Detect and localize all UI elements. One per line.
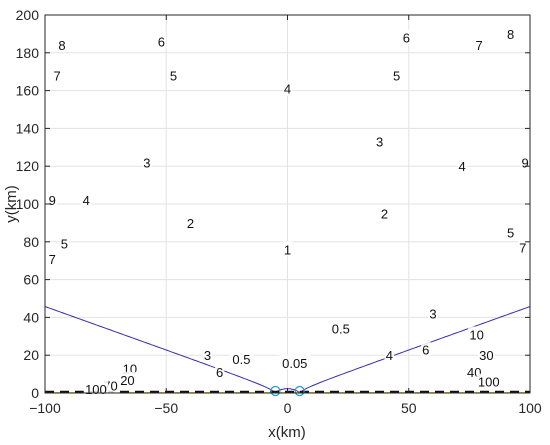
- contour-label: 4: [386, 348, 393, 363]
- contour-label: 8: [507, 27, 514, 42]
- contour-label: 100: [85, 382, 107, 397]
- contour-label-bg: [379, 205, 390, 221]
- contour-label: 6: [216, 365, 223, 380]
- y-tick-label: 160: [16, 83, 40, 99]
- contour-label: 3: [429, 307, 436, 322]
- x-tick-label: 100: [518, 400, 542, 416]
- y-axis-label: y(km): [3, 185, 20, 223]
- contour-label: 3: [376, 135, 383, 150]
- contour-label: 10: [469, 327, 483, 342]
- contour-label: 9: [522, 155, 529, 170]
- contour-label: 4: [284, 82, 291, 97]
- contour-label-bg: [391, 67, 402, 83]
- contour-label-bg: [229, 350, 254, 366]
- y-tick-label: 200: [16, 7, 40, 23]
- contour-label: 3: [204, 348, 211, 363]
- contour-label-bg: [83, 381, 109, 397]
- contour-label-bg: [505, 25, 516, 41]
- contour-label-bg: [57, 37, 67, 53]
- x-tick-label: −100: [29, 400, 61, 416]
- contour-label-bg: [520, 154, 530, 170]
- contour-label: 1: [284, 242, 291, 257]
- contour-label-bg: [121, 360, 139, 376]
- contour-label: 5: [61, 237, 68, 252]
- contour-label-bg: [468, 326, 486, 342]
- contour-label: 6: [158, 34, 165, 49]
- contour-label: 5: [393, 68, 400, 83]
- contour-label-bg: [517, 239, 528, 255]
- contour-label: 0.05: [282, 356, 307, 371]
- x-tick-label: −50: [154, 400, 178, 416]
- contour-label-bg: [282, 80, 293, 96]
- contour-label: 100: [478, 375, 500, 390]
- y-tick-label: 20: [23, 347, 39, 363]
- x-tick-label: 0: [284, 400, 292, 416]
- y-tick-label: 40: [23, 309, 39, 325]
- contour-label-bg: [428, 305, 438, 321]
- contour-label-bg: [278, 354, 311, 370]
- y-tick-label: 100: [16, 196, 40, 212]
- contour-label-bg: [185, 214, 196, 230]
- x-axis-ticks: −100 −50 0 50 100: [29, 15, 542, 416]
- contour-label: 2: [381, 206, 388, 221]
- contour-label-bg: [156, 33, 167, 49]
- y-tick-label: 0: [31, 385, 39, 401]
- y-tick-label: 80: [23, 234, 39, 250]
- contour-label-bg: [476, 373, 502, 389]
- contour-label: 7: [475, 38, 482, 53]
- contour-label-bg: [81, 192, 91, 208]
- contour-label-bg: [457, 158, 467, 174]
- contour-label-bg: [118, 371, 136, 387]
- contour-label-bg: [474, 37, 484, 53]
- contour-label: 5: [170, 68, 177, 83]
- contour-label: 4: [83, 193, 90, 208]
- contour-label: 6: [422, 343, 429, 358]
- y-tick-label: 60: [23, 272, 39, 288]
- contour-label: 3: [143, 155, 150, 170]
- source-markers: [270, 385, 305, 397]
- contour-label-bg: [328, 320, 354, 336]
- contour-label: 30: [479, 348, 493, 363]
- contour-label: 0.5: [332, 322, 350, 337]
- contour-label-bg: [47, 250, 58, 266]
- contour-label-bg: [401, 29, 412, 45]
- contour-label-bg: [214, 364, 225, 380]
- contour-label-bg: [168, 67, 179, 83]
- y-tick-label: 180: [16, 45, 40, 61]
- contour-label: 7: [519, 240, 526, 255]
- contour-label: 2: [187, 216, 194, 231]
- contour-label: 5: [507, 225, 514, 240]
- x-tick-label: 50: [401, 400, 417, 416]
- contour-label: 20: [120, 373, 134, 388]
- contour-label-bg: [374, 133, 385, 149]
- contour-label-bg: [505, 224, 516, 240]
- contour-label: 7: [49, 252, 56, 267]
- contour-label-bg: [282, 241, 293, 257]
- x-axis-label: x(km): [268, 424, 306, 441]
- contour-label-bg: [384, 347, 395, 363]
- contour-label-bg: [47, 192, 58, 208]
- source-marker-1: [270, 385, 281, 397]
- contour-label: 4: [458, 159, 465, 174]
- contour-label: 8: [58, 38, 65, 53]
- contour-label: 9: [49, 193, 56, 208]
- contour-label: 7: [54, 68, 61, 83]
- contour-label-bg: [52, 67, 62, 83]
- y-tick-label: 140: [16, 120, 40, 136]
- contour-label-bg: [142, 154, 152, 170]
- source-marker-2: [294, 385, 305, 397]
- contour-label-bg: [477, 347, 495, 363]
- contour-label: 0.5: [232, 352, 250, 367]
- contour-label-bg: [420, 341, 431, 357]
- contour-label-bg: [59, 235, 70, 251]
- y-tick-label: 120: [16, 158, 40, 174]
- contour-label-bg: [202, 347, 213, 363]
- contour-label: 6: [403, 31, 410, 46]
